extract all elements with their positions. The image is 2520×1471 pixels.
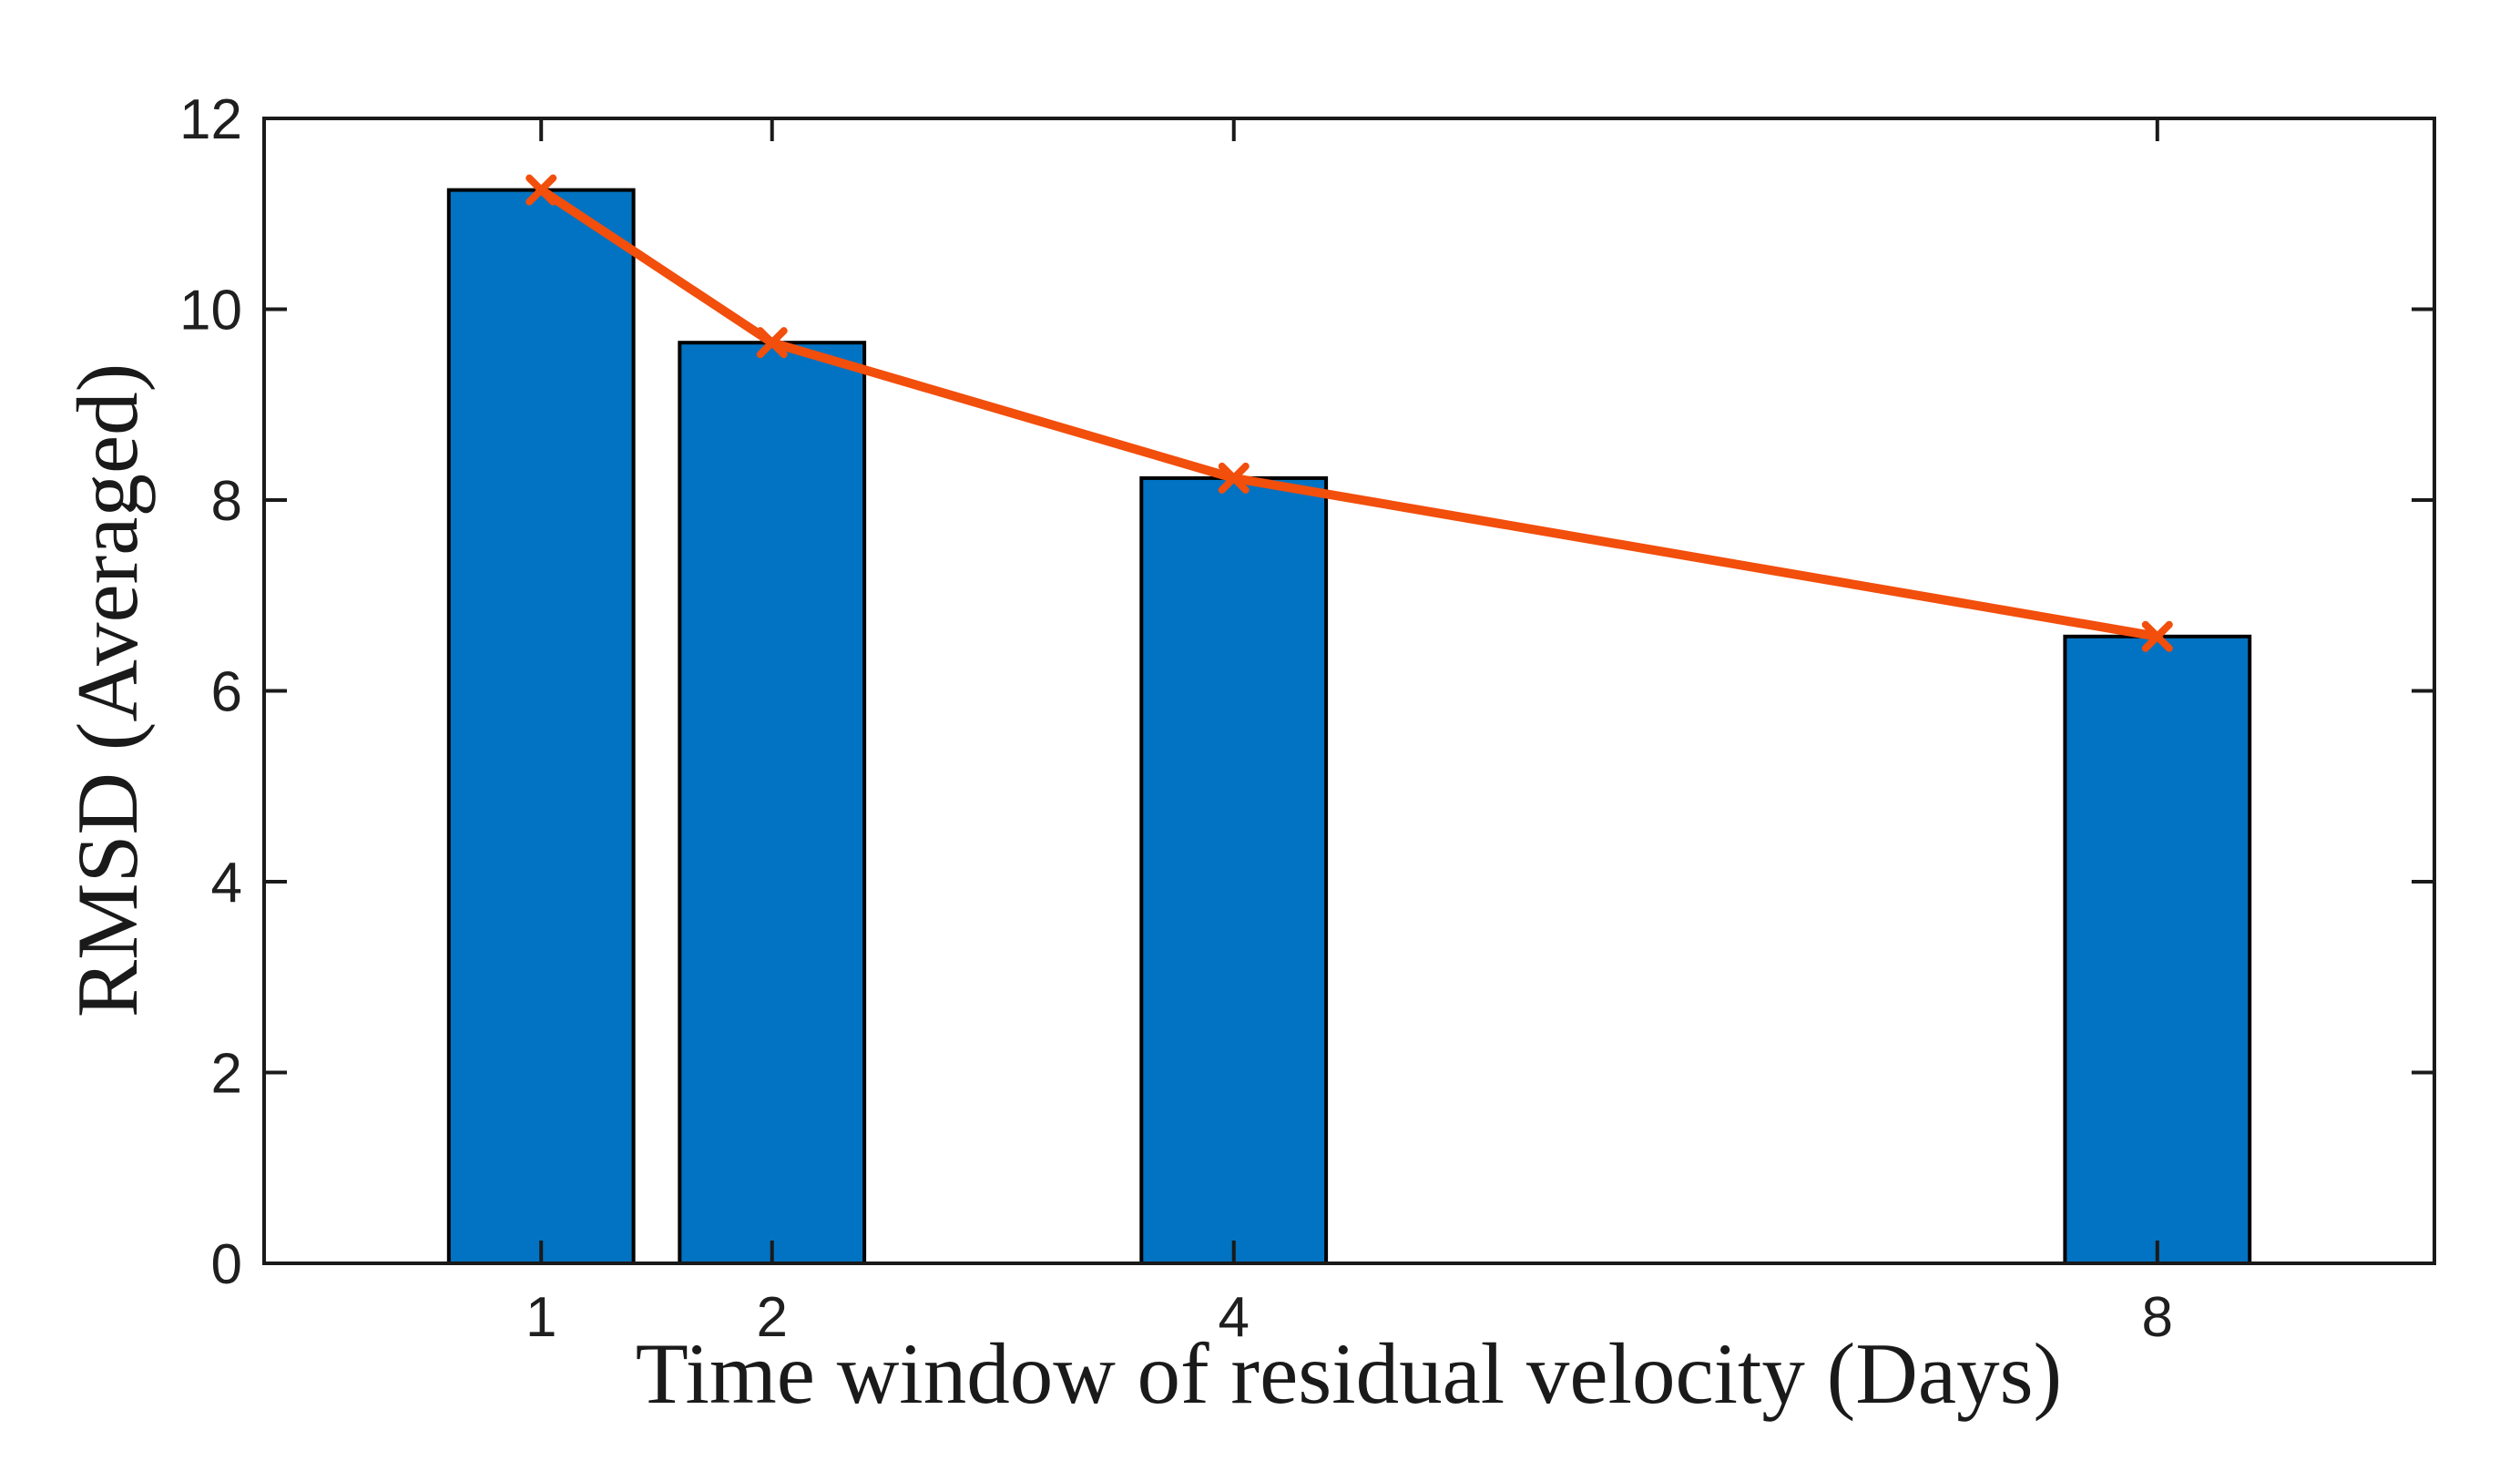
y-tick-label: 0 — [211, 1233, 242, 1296]
bar — [1139, 475, 1329, 1265]
x-marker-icon — [2141, 620, 2173, 652]
y-tick-label: 8 — [211, 470, 242, 533]
axes-layer — [262, 117, 2436, 1265]
bar — [678, 341, 867, 1265]
x-marker-icon — [756, 327, 788, 359]
x-tick-label: 2 — [756, 1286, 787, 1349]
bars-layer — [446, 188, 2252, 1266]
y-tick-label: 2 — [211, 1043, 242, 1106]
y-tick-label: 12 — [179, 88, 242, 151]
x-marker-icon — [525, 174, 557, 206]
trend-line-layer — [525, 174, 2173, 652]
x-tick-label: 8 — [2142, 1286, 2173, 1349]
trend-line — [538, 186, 2158, 641]
x-tick-label: 4 — [1219, 1286, 1250, 1349]
x-marker-icon — [1218, 462, 1250, 494]
y-tick-label: 10 — [179, 280, 242, 342]
x-axis-title: Time window of residual velocity (Days) — [636, 1325, 2062, 1422]
bar — [446, 188, 636, 1266]
y-tick-label: 6 — [211, 661, 242, 724]
y-tick-label: 4 — [211, 852, 242, 914]
bar — [2063, 634, 2252, 1265]
x-tick-label: 1 — [525, 1286, 556, 1349]
y-axis-title: RMSD (Averaged) — [59, 363, 156, 1017]
